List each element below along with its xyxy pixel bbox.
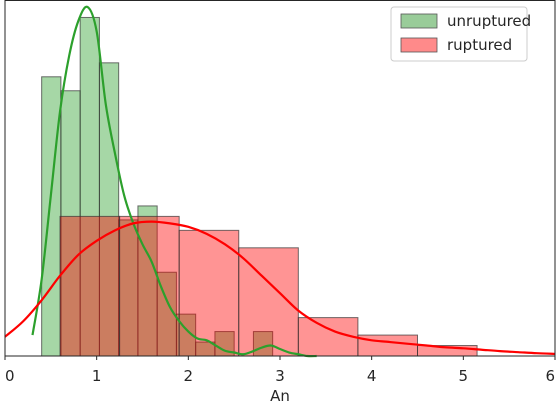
x-tick-label-0: 0 — [5, 367, 15, 385]
legend-swatch-ruptured — [400, 37, 438, 53]
x-axis-title: An — [270, 387, 290, 404]
x-tick-label-6: 6 — [545, 367, 555, 385]
x-tick-label-2: 2 — [184, 367, 194, 385]
x-tick-label-4: 4 — [367, 367, 377, 385]
x-tick-labels: 0 1 2 3 4 5 6 — [4, 356, 556, 385]
legend: unruptured ruptured — [390, 6, 531, 62]
kde-layer — [4, 5, 556, 358]
x-tick-label-1: 1 — [92, 367, 102, 385]
bar-ruptured-1 — [119, 215, 180, 357]
x-tick-label-3: 3 — [275, 367, 285, 385]
x-tick-label-5: 5 — [459, 367, 469, 385]
kde-line-ruptured — [4, 220, 556, 356]
bar-ruptured-0 — [59, 215, 121, 357]
bar-ruptured-5 — [357, 334, 418, 357]
bars-layer — [41, 16, 478, 357]
legend-swatch-unruptured — [400, 13, 438, 29]
legend-label-ruptured: ruptured — [447, 36, 512, 54]
bar-ruptured-2 — [178, 229, 240, 357]
legend-label-unruptured: unruptured — [447, 12, 531, 30]
kde-line-unruptured — [31, 5, 317, 358]
